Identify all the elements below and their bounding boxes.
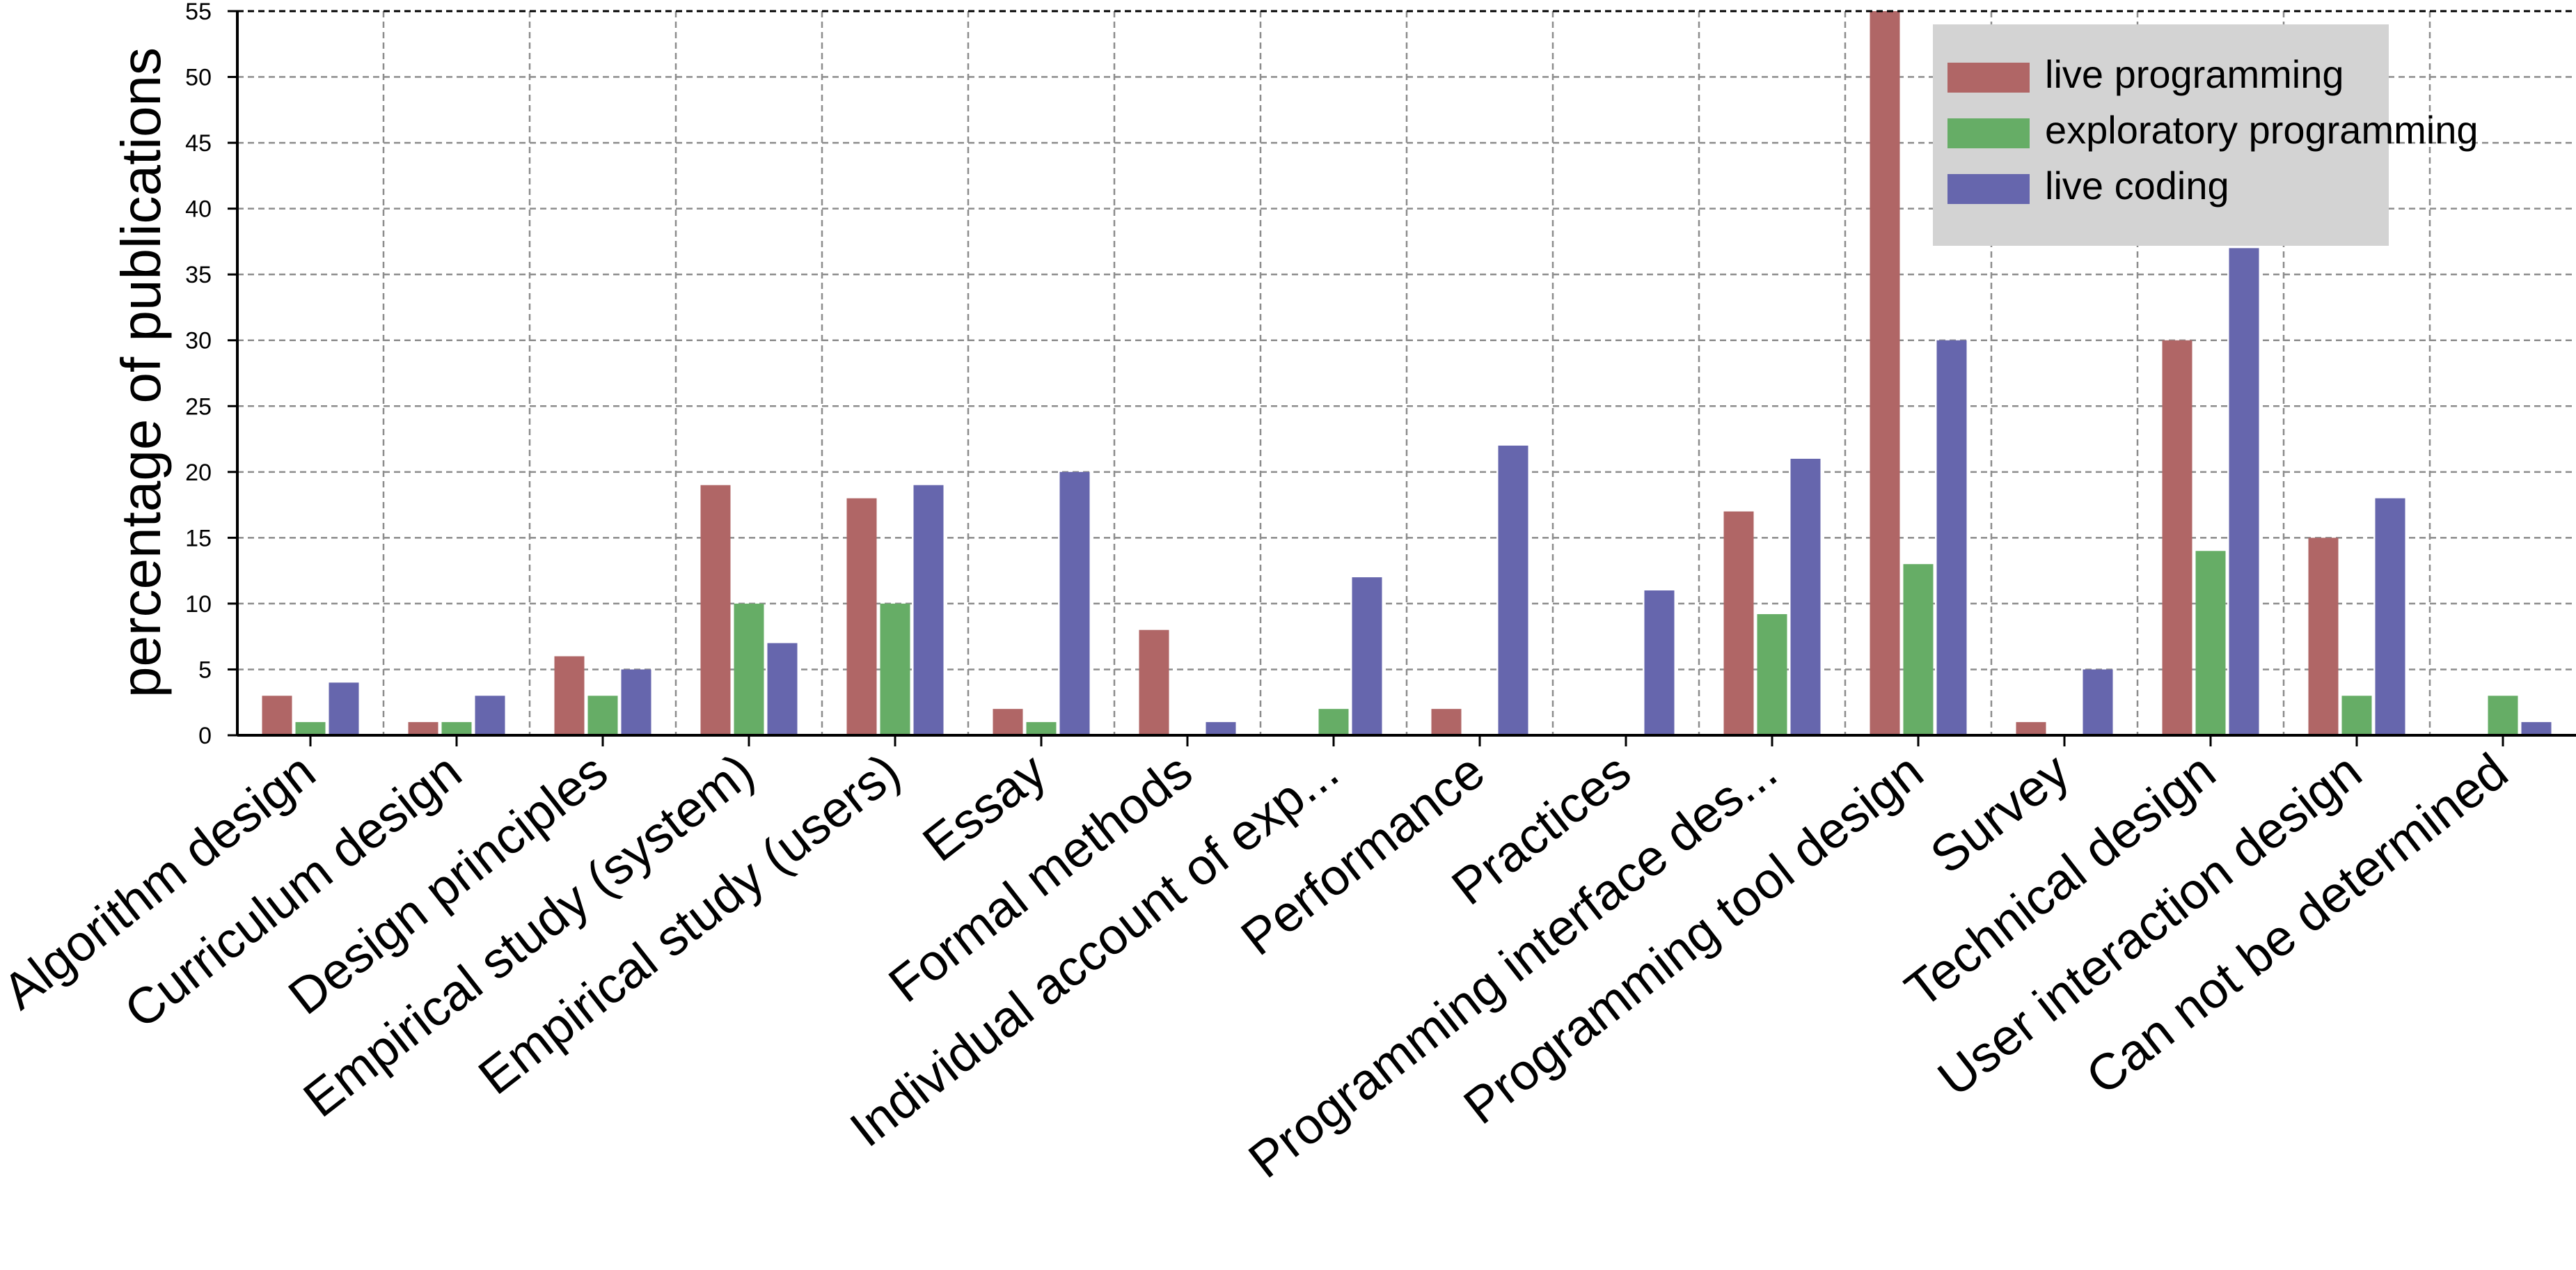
bar-live-coding	[767, 643, 798, 735]
bar-live-programming	[700, 485, 731, 735]
bar-live-programming	[1870, 11, 1900, 735]
y-tick-label: 5	[198, 657, 212, 683]
bar-exploratory-programming	[2195, 551, 2226, 735]
legend-swatch	[1947, 174, 2030, 204]
legend-label: live programming	[2045, 52, 2344, 96]
bar-live-programming	[2162, 340, 2192, 735]
bar-live-coding	[329, 682, 359, 735]
y-tick-label: 0	[198, 723, 212, 749]
y-tick-label: 25	[185, 393, 212, 420]
bar-live-programming	[2308, 538, 2339, 735]
bar-live-programming	[993, 709, 1023, 735]
bar-live-programming	[262, 696, 292, 735]
legend: live programming exploratory programming l…	[1933, 24, 2478, 246]
y-tick-label: 45	[185, 130, 212, 157]
bar-live-coding	[475, 696, 505, 735]
y-tick-label: 15	[185, 525, 212, 551]
legend-label: live coding	[2045, 164, 2229, 207]
bar-live-coding	[1498, 446, 1528, 735]
bar-live-coding	[1059, 471, 1090, 735]
bar-exploratory-programming	[1026, 722, 1057, 735]
bar-exploratory-programming	[880, 603, 910, 735]
bar-live-coding	[2083, 669, 2113, 735]
legend-swatch	[1947, 118, 2030, 148]
y-tick-label: 35	[185, 262, 212, 288]
bar-live-programming	[554, 656, 585, 735]
bar-exploratory-programming	[587, 696, 618, 735]
bar-exploratory-programming	[441, 722, 472, 735]
bar-live-coding	[621, 669, 651, 735]
bar-live-coding	[1644, 590, 1675, 735]
y-tick-label: 20	[185, 460, 212, 486]
bar-exploratory-programming	[1318, 709, 1349, 735]
bar-live-coding	[2229, 248, 2259, 735]
legend-swatch	[1947, 63, 2030, 93]
bar-exploratory-programming	[734, 603, 764, 735]
y-tick-label: 40	[185, 196, 212, 223]
y-tick-label: 10	[185, 591, 212, 618]
bar-exploratory-programming	[1903, 564, 1934, 735]
bar-live-coding	[1352, 577, 1382, 735]
bar-exploratory-programming	[2488, 696, 2518, 735]
bars	[262, 11, 2552, 735]
x-category-label: Programming interface des...	[1238, 743, 1787, 1189]
bar-live-programming	[846, 498, 877, 735]
legend-label: exploratory programming	[2045, 108, 2478, 152]
bar-live-coding	[1206, 722, 1236, 735]
bar-live-programming	[1431, 709, 1462, 735]
bar-live-programming	[1139, 629, 1169, 735]
y-tick-label: 55	[185, 0, 212, 25]
axes	[236, 10, 2576, 737]
bar-live-programming	[1723, 511, 1754, 735]
y-axis-title: percentage of publications	[110, 47, 172, 698]
bar-live-coding	[2521, 722, 2552, 735]
bar-exploratory-programming	[2341, 696, 2372, 735]
y-tick-label: 50	[185, 65, 212, 91]
bar-live-coding	[1790, 458, 1821, 735]
y-tick-label: 30	[185, 328, 212, 354]
y-tick-labels: 0 5 10 15 20 25 30 35 40 45 50 55	[185, 0, 237, 749]
bar-exploratory-programming	[1757, 614, 1787, 735]
bar-exploratory-programming	[295, 722, 326, 735]
bar-live-programming	[408, 722, 438, 735]
bar-live-coding	[913, 485, 944, 735]
bar-live-programming	[2016, 722, 2046, 735]
bar-live-coding	[2375, 498, 2405, 735]
bar-live-coding	[1936, 340, 1967, 735]
